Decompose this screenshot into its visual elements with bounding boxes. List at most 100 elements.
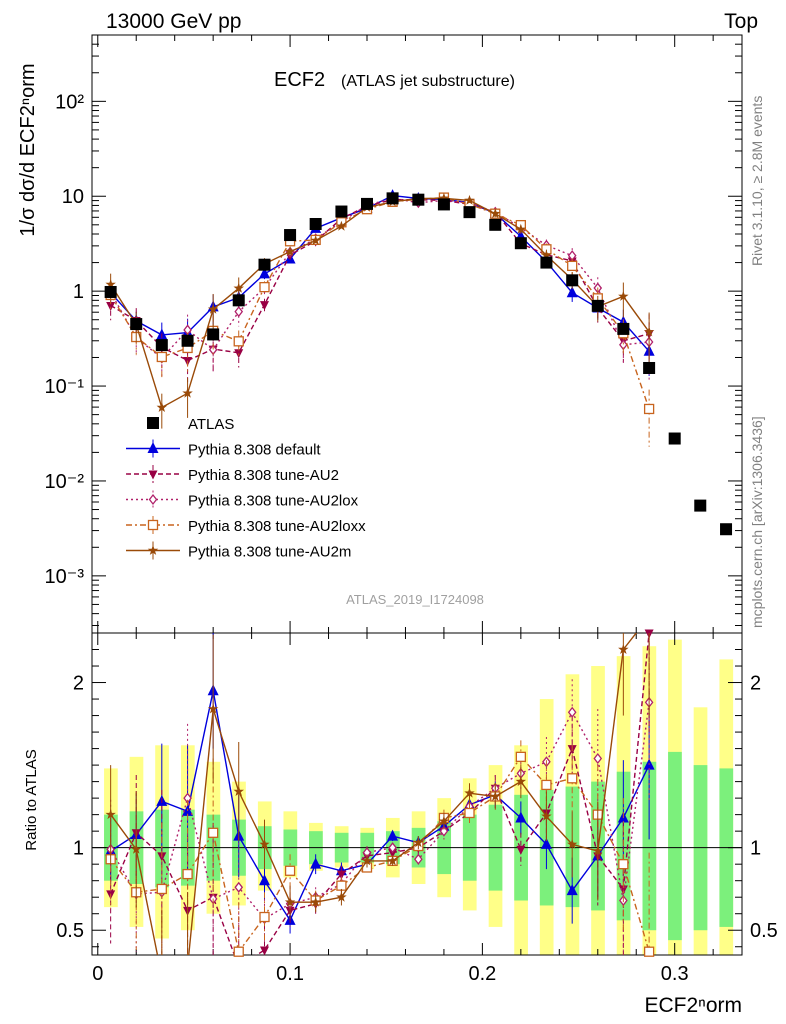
ratio-point bbox=[618, 644, 629, 654]
data-point bbox=[258, 258, 271, 271]
ratio-point bbox=[259, 838, 270, 849]
ratio-point bbox=[592, 845, 603, 856]
data-point bbox=[668, 432, 681, 445]
main-point bbox=[105, 279, 116, 289]
ratio-point bbox=[414, 853, 423, 865]
ratio-point bbox=[234, 881, 244, 893]
ylabel-ratio: Ratio to ATLAS bbox=[23, 749, 40, 850]
main-point bbox=[567, 260, 578, 272]
y-tick-label: 10 bbox=[62, 186, 84, 208]
ratio-point bbox=[260, 946, 269, 956]
data-point bbox=[181, 334, 194, 347]
ratio-point bbox=[413, 837, 424, 848]
data-point bbox=[386, 192, 399, 205]
main-point bbox=[515, 223, 527, 234]
ratio-point bbox=[515, 776, 527, 787]
data-point bbox=[463, 206, 476, 219]
data-point bbox=[361, 197, 373, 210]
main-line bbox=[110, 197, 650, 409]
legend-marker bbox=[147, 442, 159, 453]
data-point bbox=[694, 499, 707, 512]
legend-label: Pythia 8.308 tune-AU2loxx bbox=[188, 518, 366, 535]
ratio-tick-label: 2 bbox=[73, 673, 84, 695]
ratio-point bbox=[284, 865, 296, 876]
y-tick-label: 10⁻¹ bbox=[45, 376, 85, 398]
main-line bbox=[110, 196, 650, 410]
ratio-tick-label: 0.5 bbox=[750, 920, 778, 942]
ratio-point bbox=[131, 843, 142, 854]
ratio-tick-label: 0.5 bbox=[56, 920, 84, 942]
data-point bbox=[130, 318, 143, 331]
ratio-point bbox=[464, 787, 475, 798]
ratio-point bbox=[566, 884, 578, 896]
ratio-point bbox=[515, 811, 527, 823]
main-point bbox=[106, 302, 116, 312]
legend: ATLAS Pythia 8.308 default Pythia 8.308 tu… bbox=[126, 416, 366, 561]
x-tick-label: 0.3 bbox=[661, 963, 689, 985]
xlabel: ECF2ⁿorm bbox=[644, 994, 742, 1017]
legend-label: Pythia 8.308 tune-AU2 bbox=[188, 467, 339, 484]
data-point bbox=[155, 339, 168, 352]
legend-label: Pythia 8.308 default bbox=[188, 442, 321, 459]
ratio-point bbox=[567, 706, 577, 718]
data-point bbox=[489, 218, 502, 231]
header-left: 13000 GeV pp bbox=[106, 10, 241, 33]
ratio-point bbox=[310, 857, 322, 869]
main-point bbox=[643, 403, 655, 415]
ratio-point bbox=[593, 752, 603, 765]
main-point bbox=[541, 249, 552, 260]
side-label-top: Rivet 3.1.10, ≥ 2.8M events bbox=[749, 96, 765, 266]
main-point bbox=[310, 235, 321, 245]
main-line bbox=[110, 194, 650, 352]
main-point bbox=[490, 208, 501, 219]
main-point bbox=[618, 290, 629, 301]
main-point bbox=[233, 282, 244, 293]
main-point bbox=[234, 306, 244, 318]
ratio-tick-label: 1 bbox=[73, 838, 84, 860]
ratio-point bbox=[618, 859, 629, 870]
ratio-line bbox=[110, 633, 638, 955]
ratio-point bbox=[336, 891, 347, 902]
data-point bbox=[643, 361, 656, 374]
data-point bbox=[514, 237, 527, 250]
ratio-point bbox=[388, 842, 397, 854]
ratio-line bbox=[110, 702, 650, 920]
ratio-point bbox=[515, 751, 526, 762]
ratio-point bbox=[567, 773, 578, 784]
ratio-point bbox=[310, 896, 321, 907]
main-point bbox=[259, 267, 270, 279]
x-tick-label: 0 bbox=[92, 963, 103, 985]
data-point bbox=[720, 523, 733, 536]
side-label-bottom: mcplots.cern.ch [arXiv:1306.3436] bbox=[749, 416, 765, 628]
header-right: Top bbox=[724, 10, 758, 33]
ratio-point bbox=[361, 855, 373, 866]
ratio-point bbox=[105, 809, 116, 820]
data-point bbox=[540, 256, 553, 269]
ratio-point bbox=[284, 896, 296, 907]
data-point bbox=[284, 229, 297, 242]
ratio-point bbox=[233, 786, 244, 796]
main-point bbox=[156, 351, 167, 363]
legend-marker bbox=[147, 519, 159, 531]
watermark: ATLAS_2019_I1724098 bbox=[346, 592, 484, 607]
data-point bbox=[335, 205, 348, 218]
ylabel-main: 1/σ dσ/d ECF2ⁿorm bbox=[17, 63, 39, 236]
ratio-point bbox=[438, 815, 450, 826]
ratio-point bbox=[516, 845, 526, 855]
main-point bbox=[156, 402, 167, 412]
data-point bbox=[309, 217, 322, 230]
main-point bbox=[284, 246, 296, 256]
data-point bbox=[437, 198, 450, 211]
ratio-tick-label: 1 bbox=[750, 838, 761, 860]
ratio-tick-label: 2 bbox=[750, 673, 761, 695]
ratio-point bbox=[156, 883, 167, 895]
legend-label: ATLAS bbox=[188, 416, 234, 433]
main-point bbox=[260, 301, 269, 311]
ratio-point bbox=[208, 827, 219, 838]
ratio-point bbox=[233, 946, 244, 957]
band-inner-bin bbox=[668, 751, 682, 941]
legend-marker bbox=[148, 493, 158, 506]
data-point bbox=[617, 322, 630, 335]
ratio-point bbox=[336, 880, 347, 891]
